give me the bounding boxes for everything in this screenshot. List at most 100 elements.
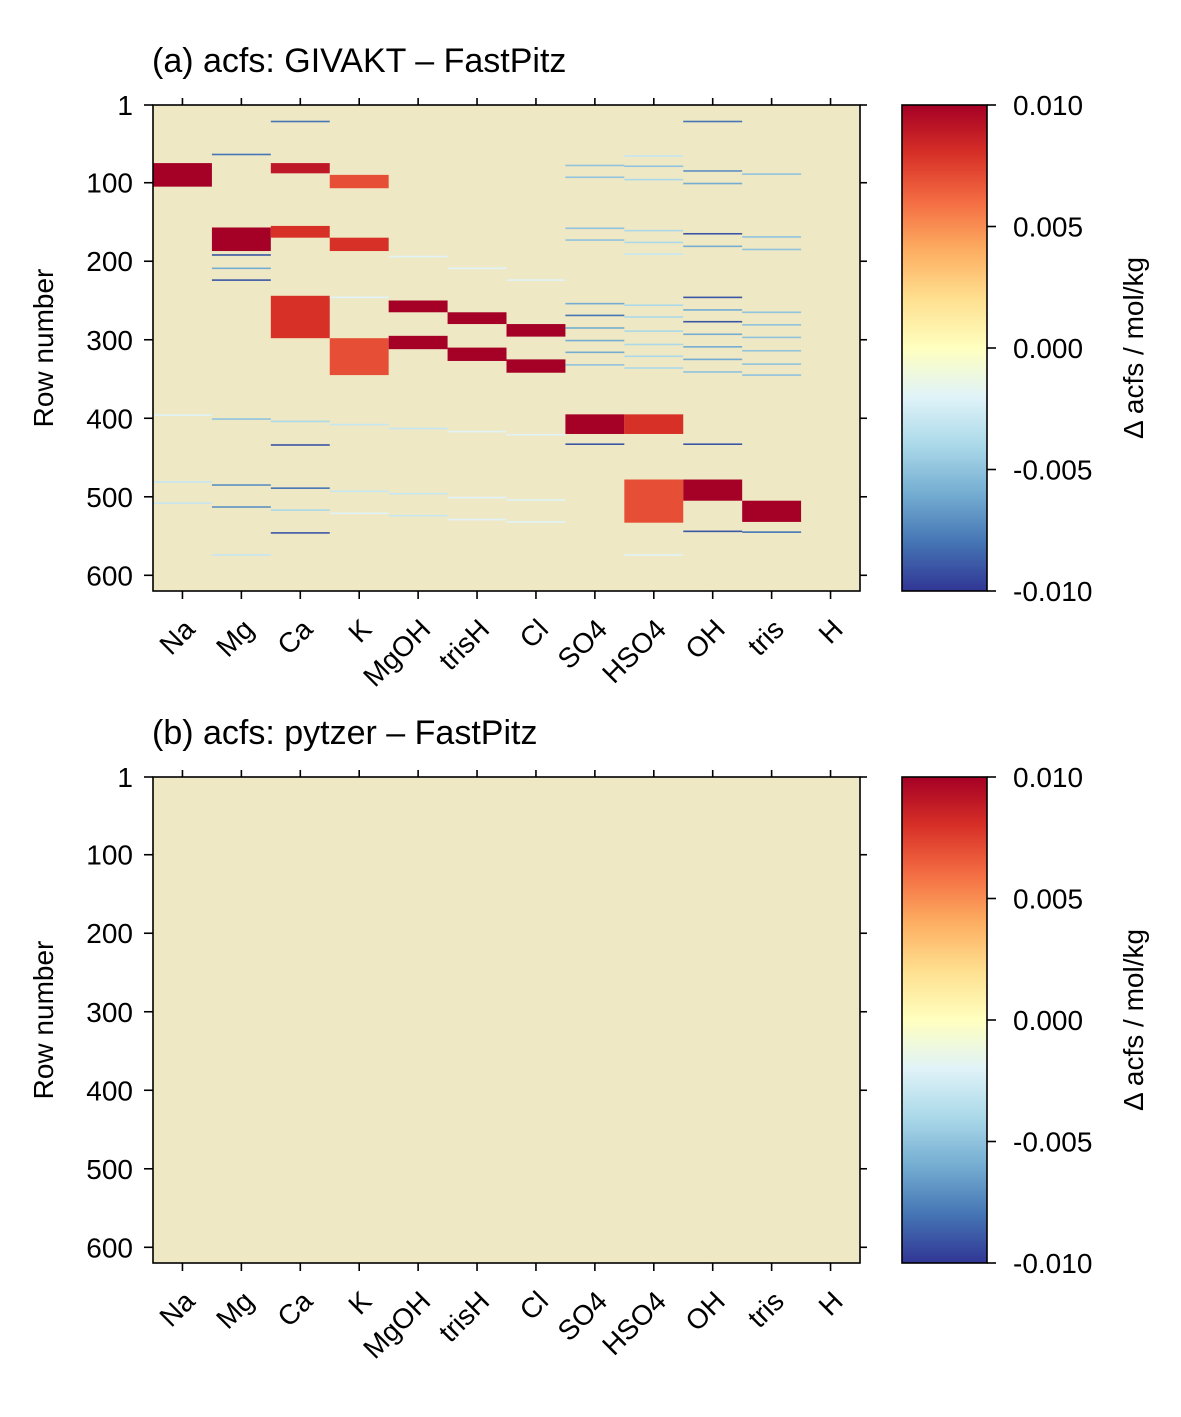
heatmap-cell bbox=[388, 514, 448, 517]
heatmap-cell bbox=[683, 346, 743, 348]
heatmap-cell bbox=[270, 532, 330, 534]
heatmap-cell bbox=[683, 320, 743, 323]
heatmap-cell bbox=[624, 241, 684, 244]
heatmap-cell bbox=[211, 506, 271, 508]
x-tick-label: Mg bbox=[210, 1285, 259, 1334]
colorbar-tick-label: 0.010 bbox=[1013, 90, 1083, 121]
plot-area bbox=[153, 777, 860, 1263]
heatmap-cell bbox=[624, 330, 684, 332]
heatmap-cell bbox=[624, 479, 684, 523]
heatmap-cell bbox=[624, 343, 684, 346]
heatmap-cell bbox=[211, 153, 271, 156]
y-tick-label: 300 bbox=[86, 997, 133, 1028]
heatmap-cell bbox=[506, 324, 566, 337]
x-tick-label: HSO4 bbox=[596, 1285, 672, 1361]
plot-frame bbox=[152, 776, 861, 1264]
x-tick-label: H bbox=[813, 613, 849, 649]
heatmap-cell bbox=[211, 227, 271, 252]
heatmap-cell bbox=[270, 163, 330, 174]
heatmap-cell bbox=[624, 414, 684, 434]
heatmap-cell bbox=[388, 255, 448, 258]
x-tick-label: Cl bbox=[514, 613, 555, 654]
heatmap-cell bbox=[683, 245, 743, 248]
y-tick-label: 100 bbox=[86, 840, 133, 871]
x-tick-label: Na bbox=[153, 613, 201, 661]
heatmap-cell bbox=[270, 120, 330, 123]
heatmap-cell bbox=[270, 225, 330, 238]
heatmap-cell bbox=[388, 427, 448, 430]
heatmap-cell bbox=[506, 359, 566, 373]
heatmap-cell bbox=[742, 374, 802, 376]
heatmap-cell bbox=[565, 314, 625, 317]
y-tick-label: 500 bbox=[86, 1154, 133, 1185]
heatmap-cell bbox=[388, 335, 448, 350]
colorbar-label: Δ acfs / mol/kg bbox=[1118, 257, 1149, 439]
heatmap-cell bbox=[683, 333, 743, 336]
y-tick-label: 1 bbox=[117, 762, 133, 793]
x-tick-label: K bbox=[342, 1285, 377, 1320]
heatmap-cell bbox=[742, 500, 802, 522]
heatmap-cell bbox=[624, 229, 684, 232]
heatmap-cell bbox=[742, 236, 802, 238]
heatmap-cell bbox=[624, 304, 684, 307]
x-tick-label: MgOH bbox=[357, 613, 436, 692]
x-tick-label: K bbox=[342, 613, 377, 648]
colorbar-tick-label: -0.010 bbox=[1013, 1248, 1092, 1279]
colorbar-tick-label: 0.005 bbox=[1013, 884, 1083, 915]
colorbar-tick-label: 0.010 bbox=[1013, 762, 1083, 793]
colorbar-tick-label: 0.000 bbox=[1013, 333, 1083, 364]
heatmap-cell bbox=[565, 176, 625, 179]
chart-title: (b) acfs: pytzer – FastPitz bbox=[152, 714, 537, 752]
chart-title: (a) acfs: GIVAKT – FastPitz bbox=[152, 42, 566, 80]
heatmap-cell bbox=[388, 300, 448, 313]
heatmap-cell bbox=[742, 324, 802, 326]
heatmap-cell bbox=[565, 227, 625, 230]
plot-frame bbox=[152, 104, 861, 592]
heatmap-cell bbox=[506, 279, 566, 281]
heatmap-cell bbox=[683, 371, 743, 373]
x-tick-label: Ca bbox=[271, 1285, 319, 1333]
heatmap-cell bbox=[565, 302, 625, 305]
y-tick-label: 600 bbox=[86, 1232, 133, 1263]
x-tick-label: tris bbox=[742, 1285, 790, 1333]
x-tick-label: MgOH bbox=[357, 1285, 436, 1364]
heatmap-cell bbox=[742, 173, 802, 175]
heatmap-cell bbox=[565, 239, 625, 241]
heatmap-cell bbox=[565, 414, 625, 434]
panel-b: (b) acfs: pytzer – FastPitz Row number Δ… bbox=[28, 714, 1149, 1364]
heatmap-cell bbox=[565, 327, 625, 329]
heatmap-cell bbox=[153, 481, 212, 483]
heatmap-cell bbox=[683, 479, 743, 501]
colorbar-tick-label: -0.005 bbox=[1013, 455, 1092, 486]
y-tick-label: 500 bbox=[86, 482, 133, 513]
y-axis-label: Row number bbox=[28, 941, 59, 1100]
heatmap-cell bbox=[565, 443, 625, 445]
heatmap-cell bbox=[270, 509, 330, 511]
heatmap-cell bbox=[624, 316, 684, 318]
colorbar bbox=[901, 776, 988, 1264]
heatmap-cell bbox=[211, 267, 271, 270]
heatmap-cell bbox=[742, 363, 802, 365]
heatmap-cell bbox=[624, 367, 684, 369]
heatmap-cell bbox=[329, 338, 389, 376]
heatmap-cell bbox=[565, 339, 625, 342]
heatmap-cell bbox=[565, 364, 625, 366]
y-tick-label: 200 bbox=[86, 246, 133, 277]
y-tick-label: 300 bbox=[86, 325, 133, 356]
heatmap-cell bbox=[329, 174, 389, 189]
heatmap-cell bbox=[506, 521, 566, 523]
heatmap-cell bbox=[153, 502, 212, 504]
heatmap-cell bbox=[447, 312, 507, 325]
heatmap-cell bbox=[211, 418, 271, 420]
heatmap-cell bbox=[742, 311, 802, 314]
heatmap-cell bbox=[683, 443, 743, 445]
x-tick-label: Ca bbox=[271, 613, 319, 661]
heatmap-cell bbox=[211, 254, 271, 256]
heatmap-cell bbox=[270, 487, 330, 489]
heatmap-cell bbox=[329, 423, 389, 426]
heatmap-cell bbox=[742, 248, 802, 251]
heatmap-cell bbox=[683, 309, 743, 311]
x-tick-label: HSO4 bbox=[596, 613, 672, 689]
heatmap-cell bbox=[624, 253, 684, 255]
heatmap-cell bbox=[447, 430, 507, 433]
